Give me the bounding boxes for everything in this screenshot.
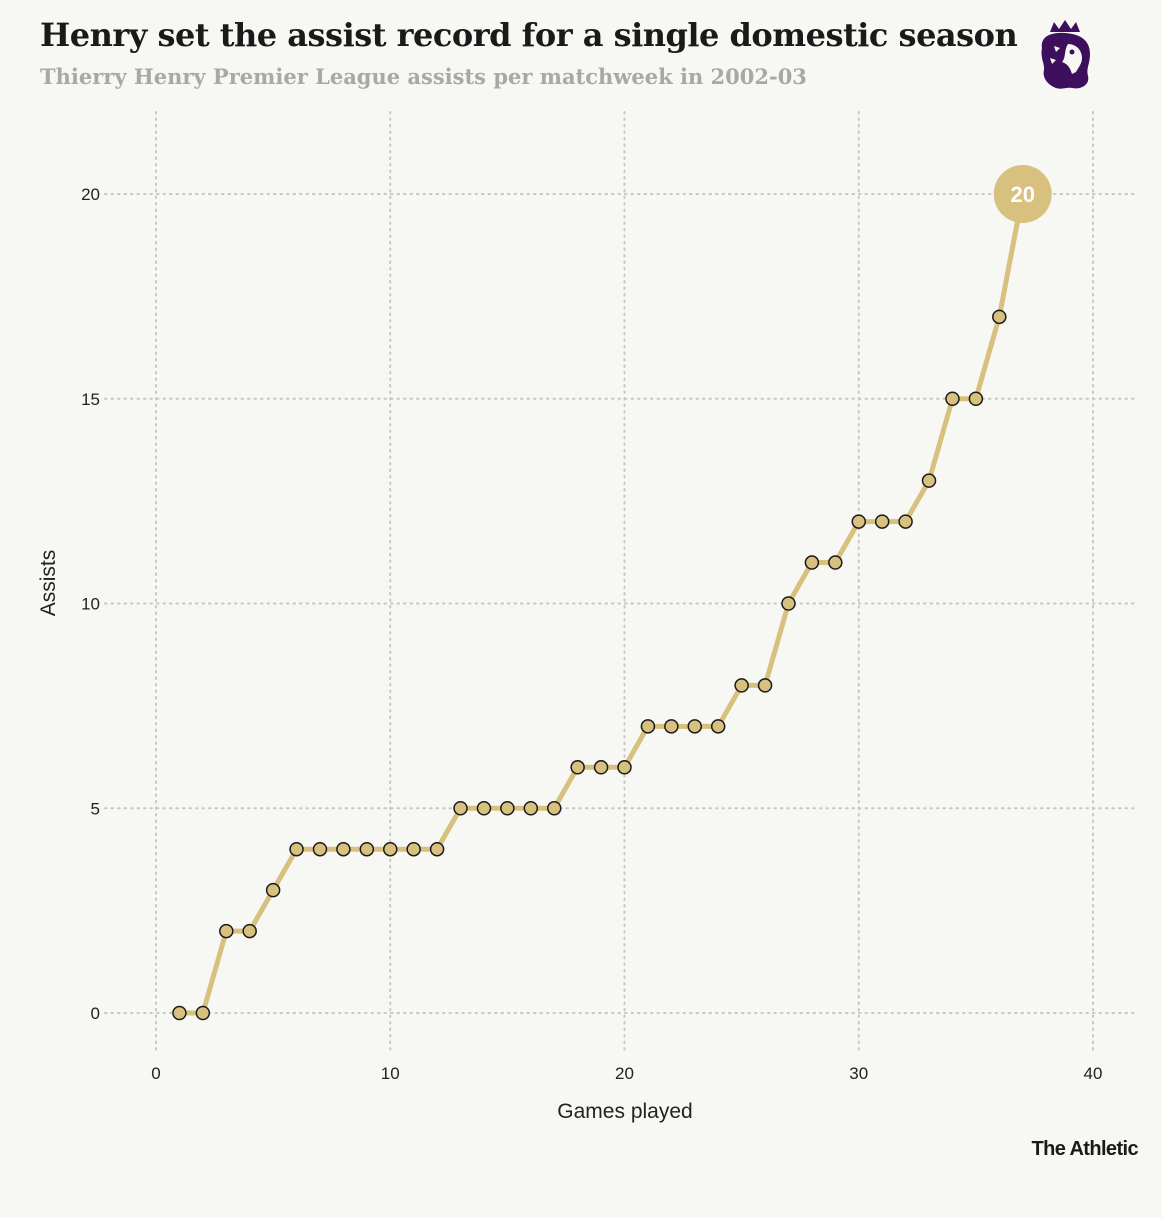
x-tick-label: 30 — [849, 1064, 868, 1083]
y-tick-label: 20 — [81, 185, 100, 204]
chart-subtitle: Thierry Henry Premier League assists per… — [40, 64, 807, 89]
end-point-bubble — [993, 165, 1052, 223]
data-point — [523, 801, 539, 816]
data-point — [757, 678, 773, 693]
end-point-label: 20 — [1010, 182, 1034, 207]
data-point — [383, 841, 398, 857]
data-point — [687, 719, 703, 734]
data-point — [617, 760, 632, 775]
data-point — [429, 841, 445, 857]
data-point — [781, 596, 796, 611]
data-point — [710, 719, 726, 734]
x-tick-label: 40 — [1084, 1064, 1103, 1083]
y-tick-label: 10 — [81, 595, 100, 614]
data-point — [992, 309, 1007, 325]
data-point — [265, 882, 281, 898]
data-point — [968, 391, 984, 406]
data-point — [242, 923, 257, 939]
x-axis-title: Games played — [557, 1100, 692, 1123]
data-point — [195, 1005, 211, 1021]
data-point — [570, 760, 585, 775]
data-point — [453, 801, 468, 816]
y-axis-title: Assists — [37, 550, 60, 617]
data-point — [219, 923, 234, 939]
y-tick-label: 0 — [91, 1004, 100, 1023]
data-point — [828, 555, 843, 570]
x-tick-label: 0 — [151, 1064, 160, 1083]
data-point — [851, 514, 866, 529]
data-point — [734, 678, 749, 693]
data-point — [336, 841, 351, 857]
data-point — [804, 555, 820, 570]
chart-title: Henry set the assist record for a single… — [40, 16, 1018, 54]
x-tick-label: 10 — [381, 1064, 400, 1083]
premier-league-lion-icon — [1041, 20, 1090, 89]
data-point — [921, 473, 937, 488]
data-point — [406, 841, 421, 857]
data-point — [172, 1005, 187, 1021]
data-point — [546, 801, 562, 816]
x-tick-label: 20 — [615, 1064, 634, 1083]
data-point — [500, 801, 515, 816]
data-point — [359, 841, 375, 857]
data-point — [874, 514, 890, 529]
data-point — [898, 514, 913, 529]
y-tick-label: 5 — [91, 799, 100, 818]
data-point — [593, 760, 609, 775]
data-point — [640, 719, 656, 734]
y-tick-label: 15 — [81, 390, 100, 409]
data-point — [476, 801, 492, 816]
data-point — [289, 841, 304, 857]
the-athletic-logo: The Athletic — [1031, 1138, 1138, 1160]
data-point — [664, 719, 679, 734]
data-point — [945, 391, 960, 406]
data-point — [312, 841, 328, 857]
